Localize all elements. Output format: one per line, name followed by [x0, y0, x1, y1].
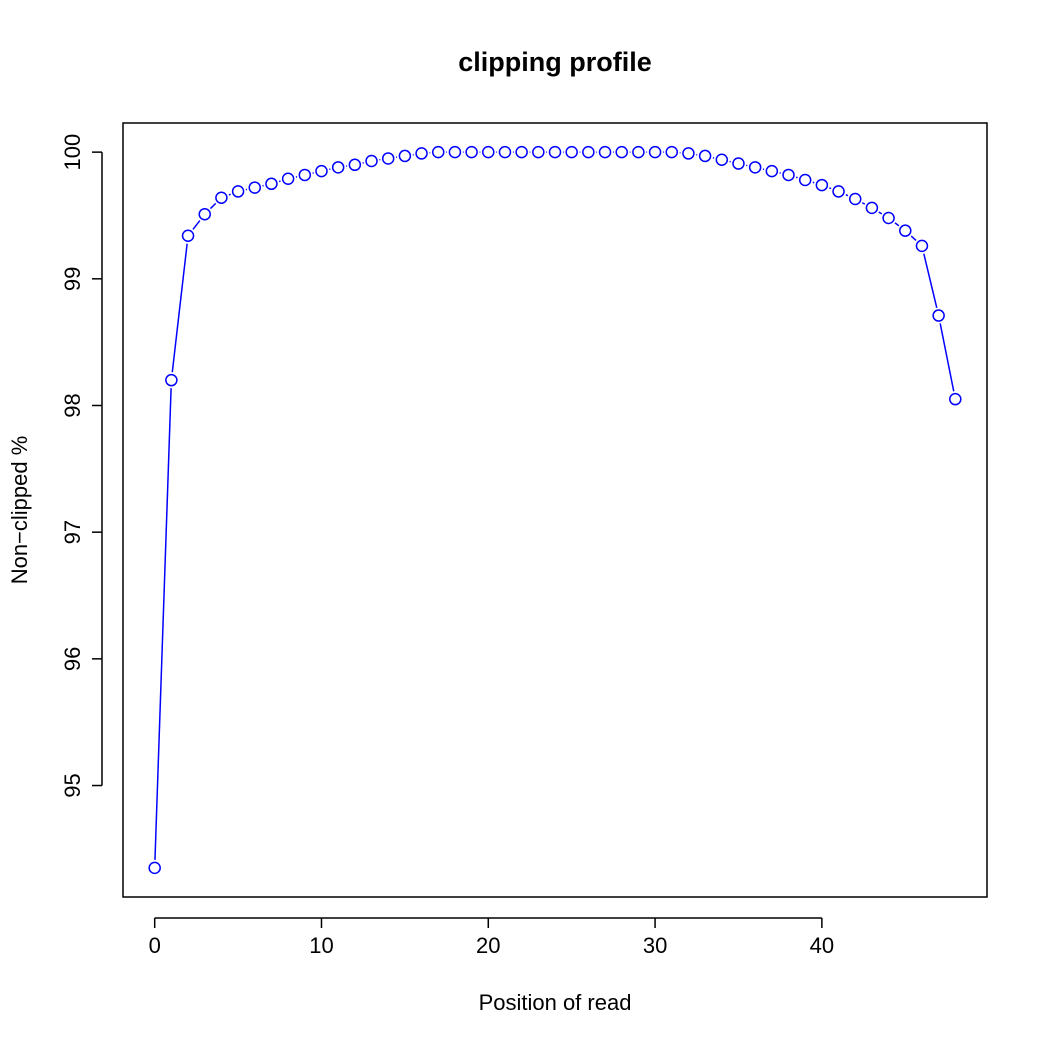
series-line-segment: [228, 193, 231, 196]
data-point: [315, 164, 328, 178]
data-point: [348, 158, 362, 172]
data-point: [915, 239, 929, 253]
data-point: [932, 309, 945, 322]
data-point: [532, 145, 545, 159]
data-point: [448, 145, 462, 159]
series-line-segment: [829, 187, 832, 190]
x-axis: 0 10 20 30 40: [149, 917, 834, 958]
data-point: [331, 161, 345, 174]
y-tick-label: 100: [60, 134, 85, 171]
data-point: [165, 373, 178, 387]
data-point: [832, 185, 845, 198]
data-point: [148, 861, 161, 875]
data-point: [515, 145, 528, 159]
plot-frame: [122, 122, 988, 898]
data-point: [748, 161, 762, 174]
data-point: [582, 145, 595, 159]
y-tick-label: 95: [60, 773, 85, 797]
x-axis-label: Position of read: [479, 990, 632, 1015]
data-point: [665, 145, 679, 159]
series-line-segment: [923, 253, 938, 308]
data-point: [848, 192, 862, 206]
data-point: [465, 145, 478, 159]
data-point: [431, 145, 445, 159]
data-point: [231, 185, 245, 198]
data-point: [949, 392, 962, 406]
chart-title: clipping profile: [458, 47, 652, 77]
data-point: [798, 173, 812, 187]
data-point: [615, 145, 628, 159]
data-point: [565, 145, 578, 159]
data-point: [682, 147, 695, 160]
data-point: [548, 145, 562, 159]
x-tick-label: 10: [309, 933, 333, 958]
series-line-segment: [154, 388, 172, 860]
data-point: [215, 191, 228, 204]
data-point: [248, 181, 262, 194]
series-line-segment: [878, 211, 883, 215]
series-line-segment: [910, 235, 917, 242]
data-point: [882, 211, 895, 225]
series-line-segment: [894, 222, 900, 227]
data-point: [632, 145, 645, 159]
series-line-segment: [939, 323, 955, 392]
data-point: [365, 154, 378, 168]
data-point: [765, 164, 779, 178]
y-tick-label: 97: [60, 520, 85, 544]
x-tick-label: 40: [810, 933, 834, 958]
x-tick-label: 20: [476, 933, 500, 958]
data-point: [648, 145, 662, 159]
y-tick-label: 98: [60, 393, 85, 417]
y-axis: 95 96 97 98 99 100: [60, 134, 103, 798]
x-tick-label: 30: [643, 933, 667, 958]
data-point: [281, 172, 295, 185]
data-point: [381, 152, 395, 165]
data-point: [899, 224, 912, 237]
data-point: [782, 168, 795, 182]
series-line-segment: [171, 243, 188, 373]
data-point: [732, 157, 745, 170]
data-point: [415, 147, 428, 160]
series-layer: [148, 145, 962, 875]
data-point: [398, 149, 412, 163]
series-line-segment: [209, 202, 217, 210]
data-point: [865, 201, 879, 215]
data-point: [181, 229, 195, 242]
data-point: [498, 145, 512, 159]
series-line-segment: [192, 220, 201, 230]
data-point: [698, 149, 712, 163]
x-tick-label: 0: [149, 933, 161, 958]
series-line-segment: [845, 194, 849, 197]
data-point: [598, 145, 612, 159]
y-tick-label: 99: [60, 267, 85, 291]
y-tick-label: 96: [60, 647, 85, 671]
data-point: [815, 178, 829, 192]
series-line-segment: [861, 202, 866, 205]
data-point: [298, 168, 312, 182]
y-axis-label: Non−clipped %: [7, 436, 32, 585]
data-point: [198, 207, 211, 221]
data-point: [482, 145, 495, 159]
data-point: [265, 177, 278, 191]
data-point: [715, 153, 729, 166]
